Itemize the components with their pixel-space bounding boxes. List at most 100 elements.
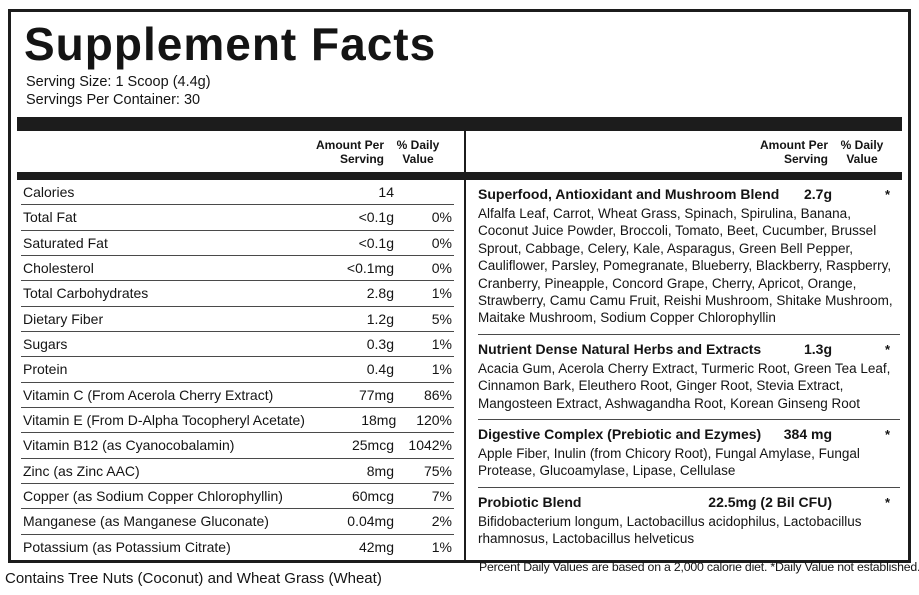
nutrient-row: Zinc (as Zinc AAC) 8mg 75% — [21, 459, 454, 484]
nutrient-row: Saturated Fat <0.1g 0% — [21, 231, 454, 256]
nutrient-amount: <0.1g — [358, 209, 394, 226]
nutrient-label: Zinc (as Zinc AAC) — [23, 462, 140, 479]
blend-column: Superfood, Antioxidant and Mushroom Blen… — [466, 180, 919, 574]
blend-daily-value-asterisk: * — [884, 187, 890, 202]
blend-amount: 1.3g — [803, 340, 832, 357]
header-spacer — [466, 138, 728, 172]
nutrient-row: Potassium (as Potassium Citrate) 42mg 1% — [21, 535, 454, 560]
blend-header: Probiotic Blend 22.5mg (2 Bil CFU) * — [478, 493, 900, 512]
nutrient-daily-value: 1% — [431, 336, 452, 353]
content-row: Calories 14 Total Fat <0.1g 0% Saturated… — [11, 180, 919, 574]
blend-section: Digestive Complex (Prebiotic and Ezymes)… — [478, 420, 900, 488]
header-spacer — [11, 138, 284, 172]
blend-name: Superfood, Antioxidant and Mushroom Blen… — [478, 186, 780, 202]
blend-section: Nutrient Dense Natural Herbs and Extract… — [478, 335, 900, 421]
nutrient-row: Total Fat <0.1g 0% — [21, 205, 454, 231]
blend-name: Probiotic Blend — [478, 493, 582, 510]
blend-daily-value-asterisk: * — [884, 341, 890, 357]
nutrient-label: Copper (as Sodium Copper Chlorophyllin) — [23, 488, 283, 505]
nutrient-row: Protein 0.4g 1% — [21, 357, 454, 383]
nutrient-label: Saturated Fat — [23, 234, 108, 251]
nutrient-daily-value: 0% — [431, 260, 452, 277]
vertical-divider — [464, 131, 466, 172]
nutrient-row: Vitamin C (From Acerola Cherry Extract) … — [21, 383, 454, 408]
nutrient-daily-value: 0% — [431, 234, 452, 251]
nutrient-amount: 14 — [378, 184, 394, 201]
header-pad — [896, 138, 908, 172]
column-header-row: Amount Per Serving % Daily Value Amount … — [11, 131, 908, 172]
blend-name: Digestive Complex (Prebiotic and Ezymes) — [478, 426, 762, 443]
supplement-facts-panel: Supplement Facts Serving Size: 1 Scoop (… — [8, 9, 919, 574]
blend-section: Superfood, Antioxidant and Mushroom Blen… — [478, 180, 900, 335]
blend-list: Superfood, Antioxidant and Mushroom Blen… — [478, 180, 900, 555]
nutrient-label: Sugars — [23, 336, 68, 353]
blend-ingredients: Apple Fiber, Inulin (from Chicory Root),… — [478, 446, 860, 479]
header-pad — [452, 138, 464, 172]
nutrient-amount: 42mg — [358, 539, 394, 556]
daily-value-footnote: Percent Daily Values are based on a 2,00… — [479, 559, 919, 574]
nutrient-label: Total Carbohydrates — [23, 285, 149, 302]
nutrient-amount: 2.8g — [366, 285, 394, 302]
allergen-statement: Contains Tree Nuts (Coconut) and Wheat G… — [5, 570, 382, 587]
nutrient-amount: 60mcg — [351, 488, 394, 505]
nutrient-row: Vitamin B12 (as Cyanocobalamin) 25mcg 10… — [21, 433, 454, 459]
nutrient-label: Vitamin E (From D-Alpha Tocopheryl Aceta… — [23, 412, 305, 429]
left-column-headers: Amount Per Serving % Daily Value — [11, 131, 464, 172]
blend-amount: 384 mg — [783, 426, 832, 443]
nutrient-label: Vitamin C (From Acerola Cherry Extract) — [23, 386, 274, 403]
blend-amount: 22.5mg (2 Bil CFU) — [708, 493, 832, 510]
nutrient-daily-value: 86% — [423, 386, 452, 403]
blend-header: Digestive Complex (Prebiotic and Ezymes)… — [478, 425, 900, 444]
blend-ingredients: Acacia Gum, Acerola Cherry Extract, Turm… — [478, 360, 891, 411]
nutrient-row: Calories 14 — [21, 180, 454, 206]
daily-value-header-right: % Daily Value — [840, 138, 884, 166]
blend-header: Nutrient Dense Natural Herbs and Extract… — [478, 340, 900, 359]
nutrient-amount: 25mcg — [351, 437, 394, 454]
nutrient-row: Vitamin E (From D-Alpha Tocopheryl Aceta… — [21, 408, 454, 434]
right-column-headers: Amount Per Serving % Daily Value — [466, 131, 908, 172]
nutrient-label: Cholesterol — [23, 260, 94, 277]
nutrient-daily-value: 0% — [431, 209, 452, 226]
nutrient-row: Manganese (as Manganese Gluconate) 0.04m… — [21, 509, 454, 535]
blend-ingredients: Bifidobacterium longum, Lactobacillus ac… — [478, 513, 862, 547]
top-divider-bar — [17, 117, 902, 131]
nutrient-amount: 0.04mg — [347, 513, 394, 530]
blend-ingredients: Alfalfa Leaf, Carrot, Wheat Grass, Spina… — [478, 206, 893, 326]
nutrient-label: Vitamin B12 (as Cyanocobalamin) — [23, 437, 235, 454]
nutrient-daily-value: 75% — [423, 462, 452, 479]
blend-daily-value-asterisk: * — [884, 427, 890, 443]
nutrient-daily-value: 1% — [431, 285, 452, 302]
blend-name: Nutrient Dense Natural Herbs and Extract… — [478, 340, 762, 357]
blend-amount: 2.7g — [803, 186, 832, 202]
nutrient-amount: <0.1g — [358, 234, 394, 251]
nutrient-amount: 0.3g — [366, 336, 394, 353]
nutrient-daily-value: 5% — [431, 310, 452, 327]
amount-per-serving-header-right: Amount Per Serving — [759, 138, 828, 166]
nutrient-label: Dietary Fiber — [23, 310, 104, 327]
nutrient-daily-value: 1% — [431, 539, 452, 556]
nutrient-label: Potassium (as Potassium Citrate) — [23, 539, 231, 556]
amount-per-serving-header-left: Amount Per Serving — [315, 138, 384, 166]
nutrient-daily-value: 2% — [431, 513, 452, 530]
blend-daily-value-asterisk: * — [884, 494, 890, 510]
nutrient-daily-value: 1042% — [408, 437, 452, 454]
mid-divider-bar — [17, 172, 902, 180]
nutrient-label: Calories — [23, 184, 75, 201]
nutrient-row: Copper (as Sodium Copper Chlorophyllin) … — [21, 484, 454, 510]
serving-size: Serving Size: 1 Scoop (4.4g) — [26, 74, 211, 90]
blend-header: Superfood, Antioxidant and Mushroom Blen… — [478, 185, 900, 204]
nutrient-daily-value: 1% — [431, 361, 452, 378]
nutrient-amount: 1.2g — [366, 310, 394, 327]
nutrient-row: Sugars 0.3g 1% — [21, 332, 454, 358]
nutrient-daily-value: 7% — [431, 488, 452, 505]
daily-value-header-left: % Daily Value — [396, 138, 440, 166]
nutrient-row: Cholesterol <0.1mg 0% — [21, 256, 454, 282]
vertical-divider — [464, 180, 466, 560]
serving-info: Serving Size: 1 Scoop (4.4g) Servings Pe… — [11, 69, 908, 109]
nutrient-row: Total Carbohydrates 2.8g 1% — [21, 281, 454, 307]
nutrient-row: Dietary Fiber 1.2g 5% — [21, 307, 454, 332]
nutrient-amount: 8mg — [366, 462, 394, 479]
nutrient-daily-value: 120% — [416, 412, 452, 429]
nutrient-amount: 0.4g — [366, 361, 394, 378]
